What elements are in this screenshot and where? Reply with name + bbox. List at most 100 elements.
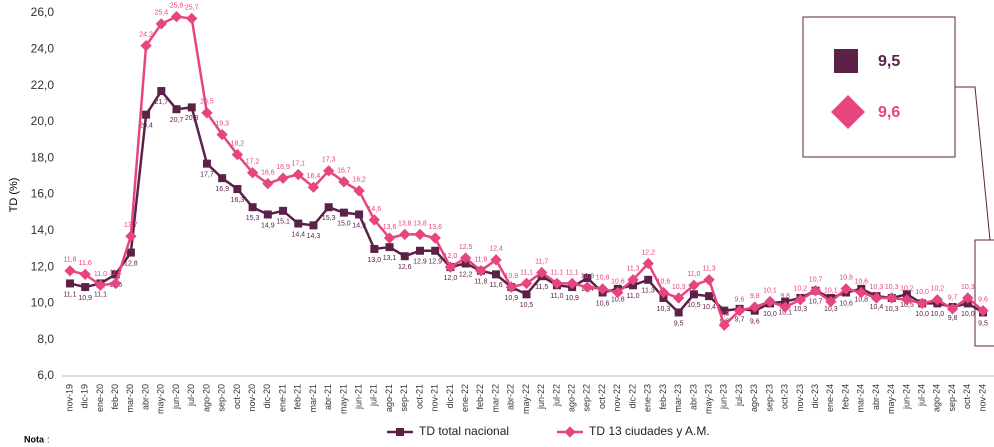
point [886, 292, 898, 304]
point [279, 206, 288, 215]
point [126, 248, 135, 257]
data-label: 10,4 [870, 304, 884, 311]
x-tick-label: ago-24 [932, 384, 942, 412]
x-tick-label: ene-20 [95, 384, 105, 412]
x-tick-label: dic-21 [445, 384, 455, 409]
x-tick-label: ene-24 [825, 384, 835, 412]
x-tick-label: jul-21 [369, 384, 379, 407]
data-label: 12,0 [444, 253, 458, 260]
data-label: 10,3 [885, 284, 899, 291]
x-tick-label: ago-21 [384, 384, 394, 412]
point [505, 281, 517, 293]
x-tick-label: feb-24 [840, 384, 850, 410]
data-label: 24,2 [139, 32, 153, 39]
data-label: 10,3 [824, 306, 838, 313]
data-label: 10,5 [900, 302, 914, 309]
callout-highlight [974, 239, 994, 347]
point [962, 292, 974, 304]
x-tick-label: mar-21 [308, 384, 318, 413]
x-tick-label: dic-19 [80, 384, 90, 409]
data-label: 14,6 [368, 206, 382, 213]
x-tick-label: sep-21 [399, 384, 409, 412]
point [186, 12, 198, 25]
x-tick-label: sep-24 [947, 384, 957, 412]
point [444, 261, 457, 273]
point [140, 40, 152, 52]
data-label: 21,7 [154, 99, 168, 106]
point [689, 290, 698, 299]
x-tick-label: nov-24 [977, 384, 987, 412]
point [202, 159, 211, 168]
x-tick-label: sep-22 [582, 384, 592, 412]
x-tick-label: nov-21 [430, 384, 440, 412]
data-label: 14,9 [261, 222, 275, 229]
data-label: 9,7 [735, 317, 745, 324]
data-label: 17,3 [322, 157, 336, 164]
data-label: 15,0 [337, 220, 351, 227]
x-tick-label: jul-23 [734, 384, 744, 407]
x-tick-label: ago-20 [201, 384, 211, 412]
data-label: 13,8 [413, 220, 427, 227]
data-label: 10,3 [961, 284, 975, 291]
point [248, 203, 257, 212]
y-tick-label: 14,0 [31, 223, 55, 237]
data-label: 11,0 [687, 271, 700, 278]
data-label: 10,8 [854, 297, 868, 304]
data-label: 11,1 [550, 269, 563, 276]
callout-connector [955, 86, 991, 241]
point [551, 277, 563, 290]
x-tick-label: may-23 [703, 384, 713, 414]
data-label: 10,2 [931, 286, 945, 293]
data-label: 9,6 [735, 297, 745, 304]
point [142, 110, 151, 119]
point [718, 319, 730, 331]
callout-box [802, 16, 956, 158]
callout-marker [834, 49, 858, 73]
point [673, 292, 685, 304]
data-label: 10,3 [794, 306, 808, 313]
point [66, 279, 74, 288]
data-label: 19,3 [215, 120, 229, 127]
data-label: 10,6 [657, 278, 671, 285]
data-label: 12,0 [444, 275, 458, 282]
data-label: 16,2 [352, 177, 366, 184]
data-label: 10,1 [778, 309, 792, 316]
data-label: 10,3 [657, 306, 671, 313]
point [720, 306, 729, 315]
data-label: 10,6 [839, 300, 853, 307]
point [385, 243, 394, 252]
data-label: 11,8 [63, 257, 76, 264]
point [233, 185, 242, 194]
data-label: 20,5 [200, 99, 214, 106]
callout-marker [831, 95, 865, 129]
data-label: 10,1 [824, 287, 838, 294]
point [383, 232, 396, 244]
point [400, 252, 409, 261]
point [764, 295, 776, 308]
data-label: 12,4 [489, 246, 503, 253]
data-label: 10,5 [520, 302, 534, 309]
data-label: 11,3 [626, 266, 639, 273]
data-label: 11,7 [535, 258, 548, 265]
x-tick-label: may-24 [886, 384, 896, 414]
legend-label: TD 13 ciudades y A.M. [589, 424, 710, 438]
point [794, 294, 807, 306]
x-tick-label: feb-21 [293, 384, 303, 410]
data-label: 9,8 [780, 293, 790, 300]
data-label: 25,8 [170, 2, 184, 9]
y-axis-label: TD (%) [8, 178, 20, 213]
data-label: 11,3 [642, 288, 655, 295]
point [931, 294, 944, 306]
y-tick-label: 6,0 [37, 368, 54, 382]
data-label: 9,7 [948, 295, 958, 302]
point [642, 257, 654, 270]
y-tick-label: 26,0 [31, 5, 55, 19]
point [111, 270, 120, 279]
data-label: 13,7 [124, 222, 138, 229]
data-label: 17,2 [246, 159, 260, 166]
x-tick-label: ago-22 [567, 384, 577, 412]
x-tick-label: feb-22 [475, 384, 485, 410]
legend-label: TD total nacional [419, 424, 509, 438]
data-label: 11,1 [109, 269, 122, 276]
